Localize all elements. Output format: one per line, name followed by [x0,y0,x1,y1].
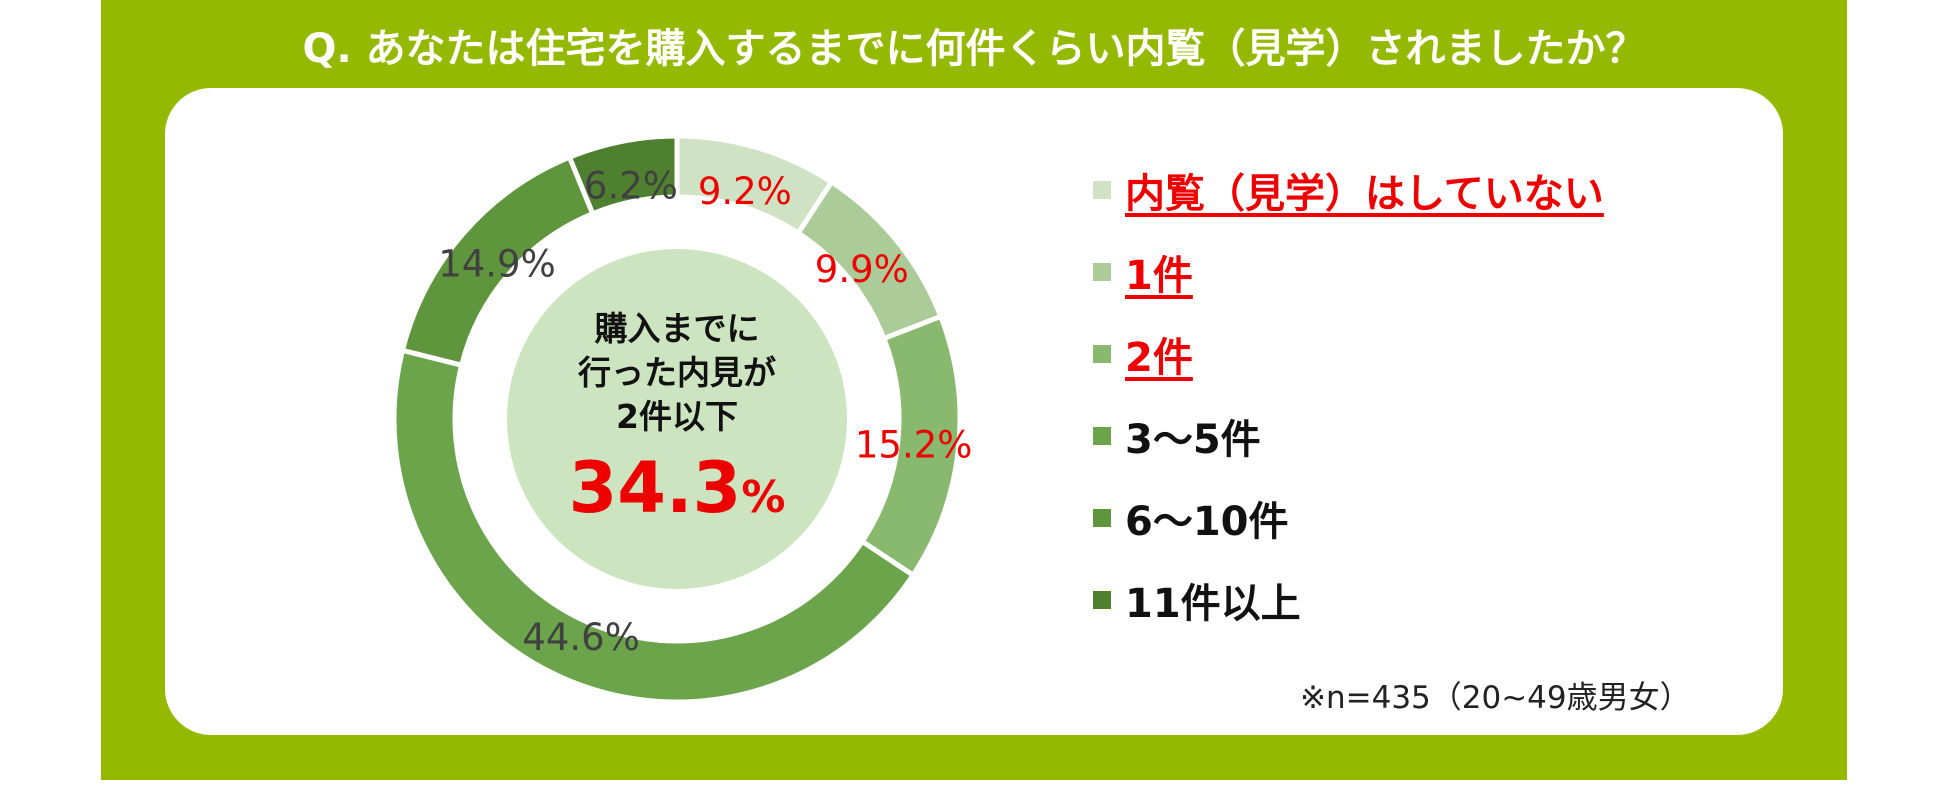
data-label: 9.2% [698,170,792,213]
donut-slice [566,133,680,217]
legend-item-1: 1件 [1093,242,1693,302]
data-label: 9.9% [815,248,909,291]
legend-swatch [1093,263,1111,281]
center-text-line1: 購入までに [595,309,760,348]
legend-item-2: 2件 [1093,324,1693,384]
center-circle [507,249,847,589]
legend-swatch [1093,591,1111,609]
sample-size-note: ※n=435（20~49歳男女） [1300,680,1691,716]
legend-label: 3～5件 [1125,417,1261,463]
legend-label: 11件以上 [1125,581,1301,627]
center-text-line2: 行った内見が [577,353,776,392]
center-value-unit: % [741,472,785,523]
legend-swatch [1093,181,1111,199]
legend-swatch [1093,509,1111,527]
legend-item-11-plus: 11件以上 [1093,570,1693,630]
legend-label: 1件 [1125,253,1193,299]
legend-label: 6～10件 [1125,499,1289,545]
center-value: 34.3% [569,447,786,529]
center-text-line3: 2件以下 [616,397,738,436]
data-label: 6.2% [584,165,678,208]
legend-swatch [1093,427,1111,445]
legend-item-none: 内覧（見学）はしていない [1093,160,1693,220]
donut-slice [391,347,917,705]
legend-label: 内覧（見学）はしていない [1125,171,1604,217]
data-label: 15.2% [855,423,973,466]
data-label: 44.6% [522,616,640,659]
data-label: 14.9% [438,242,556,285]
legend-item-3-5: 3～5件 [1093,406,1693,466]
legend-label: 2件 [1125,335,1193,381]
legend-swatch [1093,345,1111,363]
center-value-number: 34.3 [569,447,742,529]
chart-title: Q. あなたは住宅を購入するまでに何件くらい内覧（見学）されましたか？ [302,26,1646,72]
legend-item-6-10: 6～10件 [1093,488,1693,548]
